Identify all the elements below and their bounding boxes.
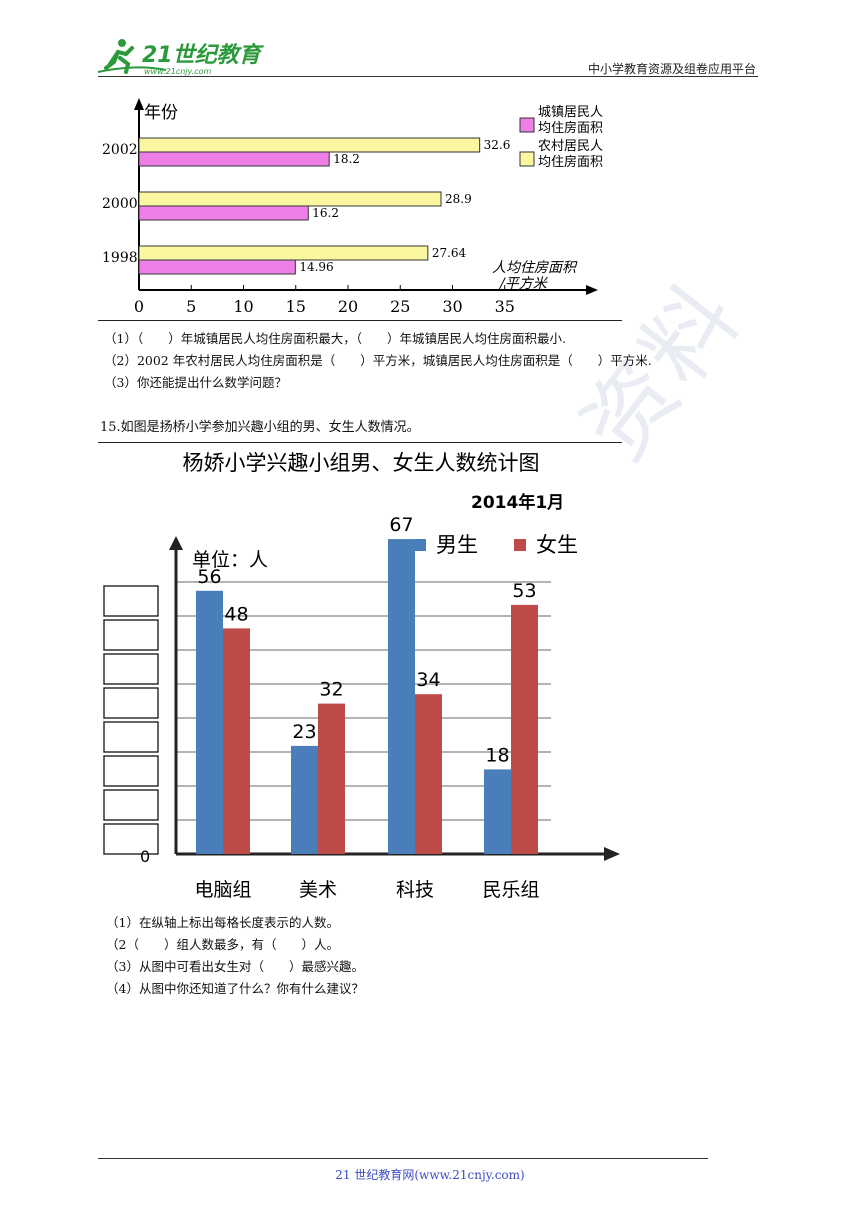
x-tick-label: 25 bbox=[390, 297, 410, 316]
x-tick-label: 5 bbox=[186, 297, 196, 316]
question-2-2: （2（ ）组人数最多，有（ ）人。 bbox=[106, 937, 339, 952]
legend-swatch bbox=[519, 151, 535, 167]
x-tick-label: 30 bbox=[442, 297, 462, 316]
category-label: 2000 bbox=[102, 196, 138, 212]
category-label: 1998 bbox=[102, 250, 138, 266]
legend-label: 农村居民人 bbox=[538, 139, 603, 154]
scale-blank-box bbox=[103, 687, 159, 719]
data-label: 18 bbox=[485, 744, 509, 766]
chart-title: 杨娇小学兴趣小组男、女生人数统计图 bbox=[183, 451, 540, 475]
chart2-top-rule bbox=[98, 442, 622, 443]
data-label: 53 bbox=[512, 580, 536, 602]
legend-label-line2: 均住房面积 bbox=[538, 154, 603, 170]
origin-label: 0 bbox=[140, 847, 150, 866]
bar-girls bbox=[511, 604, 538, 854]
data-label: 56 bbox=[197, 566, 221, 588]
data-label: 32 bbox=[319, 679, 343, 701]
legend-swatch bbox=[414, 539, 426, 551]
bar-girls bbox=[318, 703, 345, 854]
legend-label-line2: 均住房面积 bbox=[538, 120, 603, 136]
x-tick-label: 10 bbox=[233, 297, 253, 316]
question-2-4: （4）从图中你还知道了什么？你有什么建议？ bbox=[106, 981, 364, 996]
y-axis-arrow bbox=[169, 536, 183, 550]
site-name: 中小学教育资源及组卷应用平台 bbox=[587, 62, 756, 76]
category-label: 民乐组 bbox=[482, 879, 539, 900]
question-1-2: （2）2002 年农村居民人均住房面积是（ ）平方米，城镇居民人均住房面积是（ … bbox=[104, 353, 652, 368]
question-2-3: （3）从图中可看出女生对（ ）最感兴趣。 bbox=[106, 959, 364, 974]
x-axis-label: 人均住房面积 bbox=[492, 260, 578, 276]
data-label-urban: 14.96 bbox=[299, 260, 333, 274]
data-label: 23 bbox=[292, 721, 316, 743]
footer-link[interactable]: 21 世纪教育网(www.21cnjy.com) bbox=[335, 1168, 525, 1182]
logo-text: 21世纪教育 bbox=[142, 42, 265, 68]
footer-divider bbox=[98, 1158, 708, 1159]
x-axis-arrow bbox=[604, 847, 620, 861]
bar-boys bbox=[196, 590, 223, 854]
data-label: 48 bbox=[224, 603, 248, 625]
data-label: 34 bbox=[416, 669, 440, 691]
bar-rural bbox=[138, 137, 481, 153]
bar-girls bbox=[223, 628, 250, 854]
legend-label: 男生 bbox=[436, 533, 478, 557]
scale-blank-box bbox=[103, 585, 159, 617]
scale-blank-box bbox=[103, 721, 159, 753]
scale-blank-box bbox=[103, 755, 159, 787]
x-tick-label: 20 bbox=[338, 297, 358, 316]
data-label-rural: 28.9 bbox=[445, 192, 472, 206]
bar-girls bbox=[415, 694, 442, 854]
question-2-1: （1）在纵轴上标出每格长度表示的人数。 bbox=[106, 915, 339, 930]
x-tick-label: 35 bbox=[495, 297, 515, 316]
x-axis-arrow bbox=[586, 285, 598, 295]
bar-boys bbox=[484, 769, 511, 854]
bar-rural bbox=[138, 245, 429, 261]
question-1-3: （3）你还能提出什么数学问题？ bbox=[104, 375, 287, 390]
category-label: 电脑组 bbox=[194, 879, 251, 900]
y-axis-label: 年份 bbox=[144, 103, 178, 123]
data-label: 67 bbox=[389, 514, 413, 536]
category-label: 2002 bbox=[102, 142, 138, 158]
category-label: 科技 bbox=[396, 879, 434, 900]
legend-label: 城镇居民人 bbox=[538, 105, 603, 120]
chart1-bottom-rule bbox=[98, 320, 622, 321]
bar-boys bbox=[388, 539, 415, 854]
category-label: 美术 bbox=[299, 879, 337, 900]
scale-blank-box bbox=[103, 823, 159, 855]
scale-blank-box bbox=[103, 619, 159, 651]
unit-label: 单位：人 bbox=[192, 549, 268, 571]
bar-rural bbox=[138, 191, 442, 207]
x-axis-label-unit: /平方米 bbox=[498, 276, 549, 292]
data-label-urban: 18.2 bbox=[333, 152, 360, 166]
bar-urban bbox=[138, 205, 309, 221]
scale-blank-box bbox=[103, 653, 159, 685]
question-1-1: （1）（ ）年城镇居民人均住房面积最大，（ ）年城镇居民人均住房面积最小. bbox=[104, 331, 566, 346]
site-logo[interactable]: 21世纪教育 www.21cnjy.com bbox=[96, 34, 266, 78]
problem-15-statement: 15.如图是扬桥小学参加兴趣小组的男、女生人数情况。 bbox=[100, 420, 420, 435]
data-label-rural: 27.64 bbox=[432, 246, 467, 260]
bar-urban bbox=[138, 259, 296, 275]
x-tick-label: 15 bbox=[286, 297, 306, 316]
bar-urban bbox=[138, 151, 330, 167]
scale-blank-box bbox=[103, 789, 159, 821]
runner-icon bbox=[97, 39, 167, 74]
logo-url: www.21cnjy.com bbox=[144, 67, 211, 76]
legend-swatch bbox=[514, 539, 526, 551]
housing-area-chart: 年份 0 5 10 15 20 25 30 35 人均住房面积/平方米 2002 32.6 18.2 20… bbox=[102, 98, 603, 316]
data-label-urban: 16.2 bbox=[312, 206, 339, 220]
header-divider bbox=[98, 76, 758, 77]
y-axis-arrow bbox=[134, 98, 144, 110]
chart-subtitle: 2014年1月 bbox=[471, 492, 564, 513]
x-tick-label: 0 bbox=[134, 297, 144, 316]
legend-swatch bbox=[519, 117, 535, 133]
legend-label: 女生 bbox=[536, 533, 578, 557]
data-label-rural: 32.6 bbox=[484, 138, 511, 152]
bar-boys bbox=[291, 745, 318, 854]
